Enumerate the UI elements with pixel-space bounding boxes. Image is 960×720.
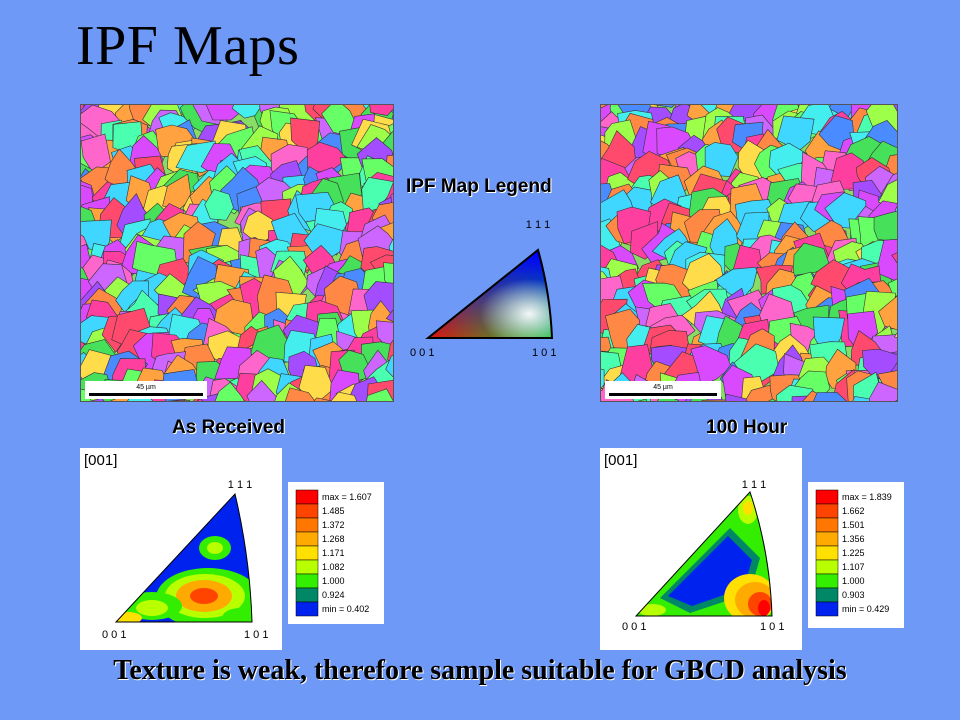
scale-bar-label: 45 µm	[653, 384, 673, 391]
legend-title: IPF Map Legend	[406, 176, 552, 197]
pf-corner-101: 1 0 1	[760, 621, 784, 633]
colorbar-label: 1.171	[322, 548, 345, 558]
colorbar-swatch	[295, 559, 319, 575]
pole-figure-header: [001]	[604, 452, 638, 469]
pole-figure-as-received: [001] 1 1 1 0 0 1 1 0 1	[80, 448, 282, 650]
colorbar-swatch	[295, 531, 319, 547]
legend-corner-101: 1 0 1	[532, 347, 556, 359]
pole-figure-100-hour: [001] 1 1 1 0 0 1 1 0 1	[600, 448, 802, 650]
scale-bar: 45 µm	[85, 381, 207, 399]
colorbar-label: max = 1.607	[322, 492, 372, 502]
colorbar-label: 1.107	[842, 562, 865, 572]
ipf-legend-triangle: 1 1 1 0 0 1 1 0 1	[410, 219, 556, 359]
colorbar-swatch	[815, 573, 839, 589]
map-label-100-hour: 100 Hour	[706, 417, 788, 438]
page-caption: Texture is weak, therefore sample suitab…	[113, 655, 847, 686]
colorbar-swatch	[815, 601, 839, 617]
ipf-map-100-hour: 45 µm	[600, 104, 898, 402]
colorbar-100-hour: max = 1.839 1.662 1.501 1.356 1.225 1.107 1.00…	[808, 482, 904, 628]
colorbar-swatch	[295, 545, 319, 561]
ipf-map-as-received: 45 µm	[80, 104, 394, 402]
colorbar-label: max = 1.839	[842, 492, 892, 502]
colorbar-label: 1.485	[322, 506, 345, 516]
pf-corner-001: 0 0 1	[102, 629, 126, 641]
colorbar-swatch	[815, 489, 839, 505]
colorbar-label: 0.924	[322, 590, 345, 600]
colorbar-as-received: max = 1.607 1.485 1.372 1.268 1.171 1.082 1.00…	[288, 482, 384, 624]
colorbar-swatch	[815, 545, 839, 561]
colorbar-label: 1.225	[842, 548, 865, 558]
colorbar-swatch	[295, 517, 319, 533]
colorbar-label: 1.000	[842, 576, 865, 586]
scale-bar-label: 45 µm	[136, 384, 156, 391]
pf-corner-111: 1 1 1	[742, 479, 766, 491]
colorbar-swatch	[295, 489, 319, 505]
colorbar-label: 1.662	[842, 506, 865, 516]
pf-corner-111: 1 1 1	[228, 479, 252, 491]
colorbar-label: min = 0.429	[842, 604, 889, 614]
colorbar-label: 1.356	[842, 534, 865, 544]
colorbar-swatch	[815, 531, 839, 547]
colorbar-label: 1.000	[322, 576, 345, 586]
colorbar-label: 1.372	[322, 520, 345, 530]
page-title: IPF Maps	[76, 15, 300, 77]
legend-corner-111: 1 1 1	[526, 219, 550, 231]
scale-bar: 45 µm	[605, 381, 721, 399]
colorbar-swatch	[815, 587, 839, 603]
colorbar-swatch	[815, 559, 839, 575]
map-label-as-received: As Received	[172, 417, 286, 438]
pole-figure-header: [001]	[84, 452, 118, 469]
colorbar-label: 1.501	[842, 520, 865, 530]
colorbar-swatch	[295, 503, 319, 519]
colorbar-label: min = 0.402	[322, 604, 369, 614]
colorbar-swatch	[815, 517, 839, 533]
colorbar-swatch	[295, 601, 319, 617]
colorbar-label: 1.268	[322, 534, 345, 544]
colorbar-label: 0.903	[842, 590, 865, 600]
pf-corner-001: 0 0 1	[622, 621, 646, 633]
colorbar-swatch	[295, 587, 319, 603]
colorbar-swatch	[295, 573, 319, 589]
pf-corner-101: 1 0 1	[244, 629, 268, 641]
colorbar-swatch	[815, 503, 839, 519]
colorbar-label: 1.082	[322, 562, 345, 572]
legend-corner-001: 0 0 1	[410, 347, 434, 359]
